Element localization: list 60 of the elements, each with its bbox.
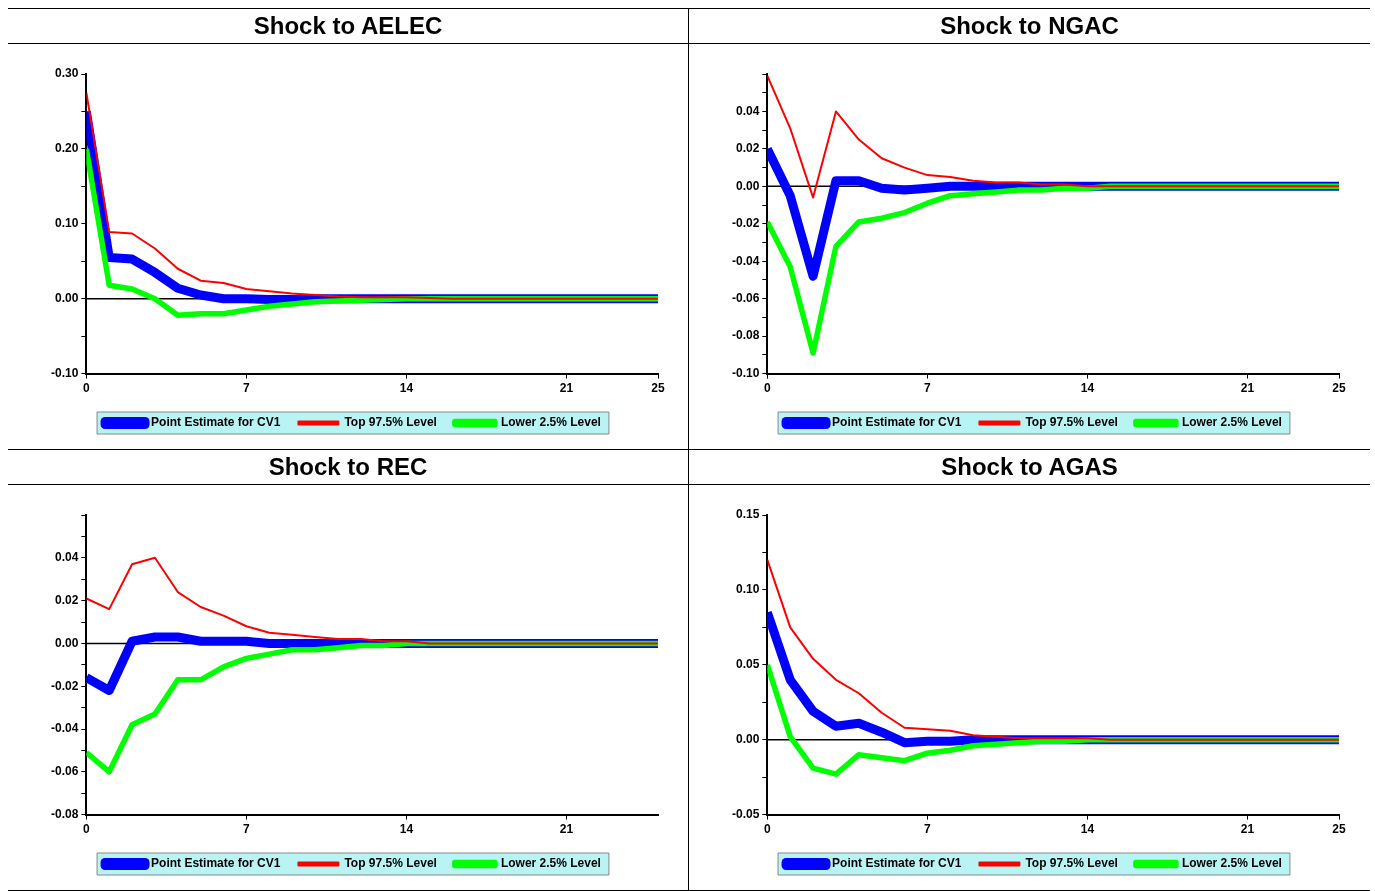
y-tick-label: -0.04 — [731, 253, 760, 268]
y-tick-label: -0.02 — [731, 216, 760, 231]
x-tick-label: 21 — [1240, 822, 1255, 837]
y-tick-label: -0.10 — [50, 365, 79, 380]
legend-label: Top 97.5% Level — [344, 856, 437, 871]
chart-title: Shock to NGAC — [689, 9, 1370, 44]
y-tick-label: -0.04 — [50, 721, 79, 736]
y-tick-label: 0.00 — [735, 732, 760, 747]
legend-label: Top 97.5% Level — [1025, 856, 1118, 871]
y-tick-label: 0.00 — [54, 291, 79, 306]
legend-label: Point Estimate for CV1 — [151, 415, 281, 430]
x-tick-label: 21 — [1240, 381, 1255, 396]
x-tick-label: 21 — [559, 381, 574, 396]
legend-label: Point Estimate for CV1 — [832, 856, 962, 871]
x-tick-label: 7 — [243, 822, 251, 837]
y-tick-label: 0.04 — [54, 550, 79, 565]
x-tick-label: 0 — [764, 381, 772, 396]
x-tick-label: 25 — [1332, 822, 1346, 837]
y-tick-label: 0.04 — [735, 103, 760, 118]
y-tick-label: -0.08 — [50, 806, 79, 821]
y-tick-label: 0.10 — [735, 582, 760, 597]
y-tick-label: 0.15 — [735, 507, 760, 522]
x-tick-label: 0 — [764, 822, 772, 837]
x-tick-label: 7 — [924, 822, 932, 837]
y-tick-label: -0.10 — [731, 365, 760, 380]
x-tick-label: 14 — [1080, 822, 1095, 837]
y-tick-label: 0.30 — [54, 66, 79, 81]
y-tick-label: -0.05 — [731, 806, 760, 821]
x-tick-label: 7 — [924, 381, 932, 396]
y-tick-label: -0.06 — [50, 764, 79, 779]
legend-label: Lower 2.5% Level — [500, 856, 601, 871]
y-tick-label: 0.10 — [54, 216, 79, 231]
legend-label: Lower 2.5% Level — [1181, 415, 1282, 430]
y-tick-label: 0.05 — [735, 657, 760, 672]
x-tick-label: 14 — [399, 822, 414, 837]
x-tick-label: 25 — [1332, 381, 1346, 396]
legend-label: Point Estimate for CV1 — [832, 415, 962, 430]
x-tick-label: 0 — [83, 822, 91, 837]
x-tick-label: 14 — [399, 381, 414, 396]
legend-label: Point Estimate for CV1 — [151, 856, 281, 871]
y-tick-label: 0.00 — [54, 635, 79, 650]
y-tick-label: 0.02 — [735, 141, 760, 156]
y-tick-label: -0.06 — [731, 291, 760, 306]
x-tick-label: 7 — [243, 381, 251, 396]
y-tick-label: -0.08 — [731, 328, 760, 343]
y-tick-label: -0.02 — [50, 678, 79, 693]
chart-title: Shock to AELEC — [8, 9, 688, 44]
legend-label: Top 97.5% Level — [1025, 415, 1118, 430]
legend-label: Lower 2.5% Level — [500, 415, 601, 430]
y-tick-label: 0.00 — [735, 178, 760, 193]
x-tick-label: 14 — [1080, 381, 1095, 396]
y-tick-label: 0.02 — [54, 592, 79, 607]
legend-label: Top 97.5% Level — [344, 415, 437, 430]
chart-title: Shock to AGAS — [689, 450, 1370, 485]
x-tick-label: 0 — [83, 381, 91, 396]
x-tick-label: 25 — [651, 381, 665, 396]
chart-title: Shock to REC — [8, 450, 688, 485]
y-tick-label: 0.20 — [54, 141, 79, 156]
x-tick-label: 21 — [559, 822, 574, 837]
legend-label: Lower 2.5% Level — [1181, 856, 1282, 871]
